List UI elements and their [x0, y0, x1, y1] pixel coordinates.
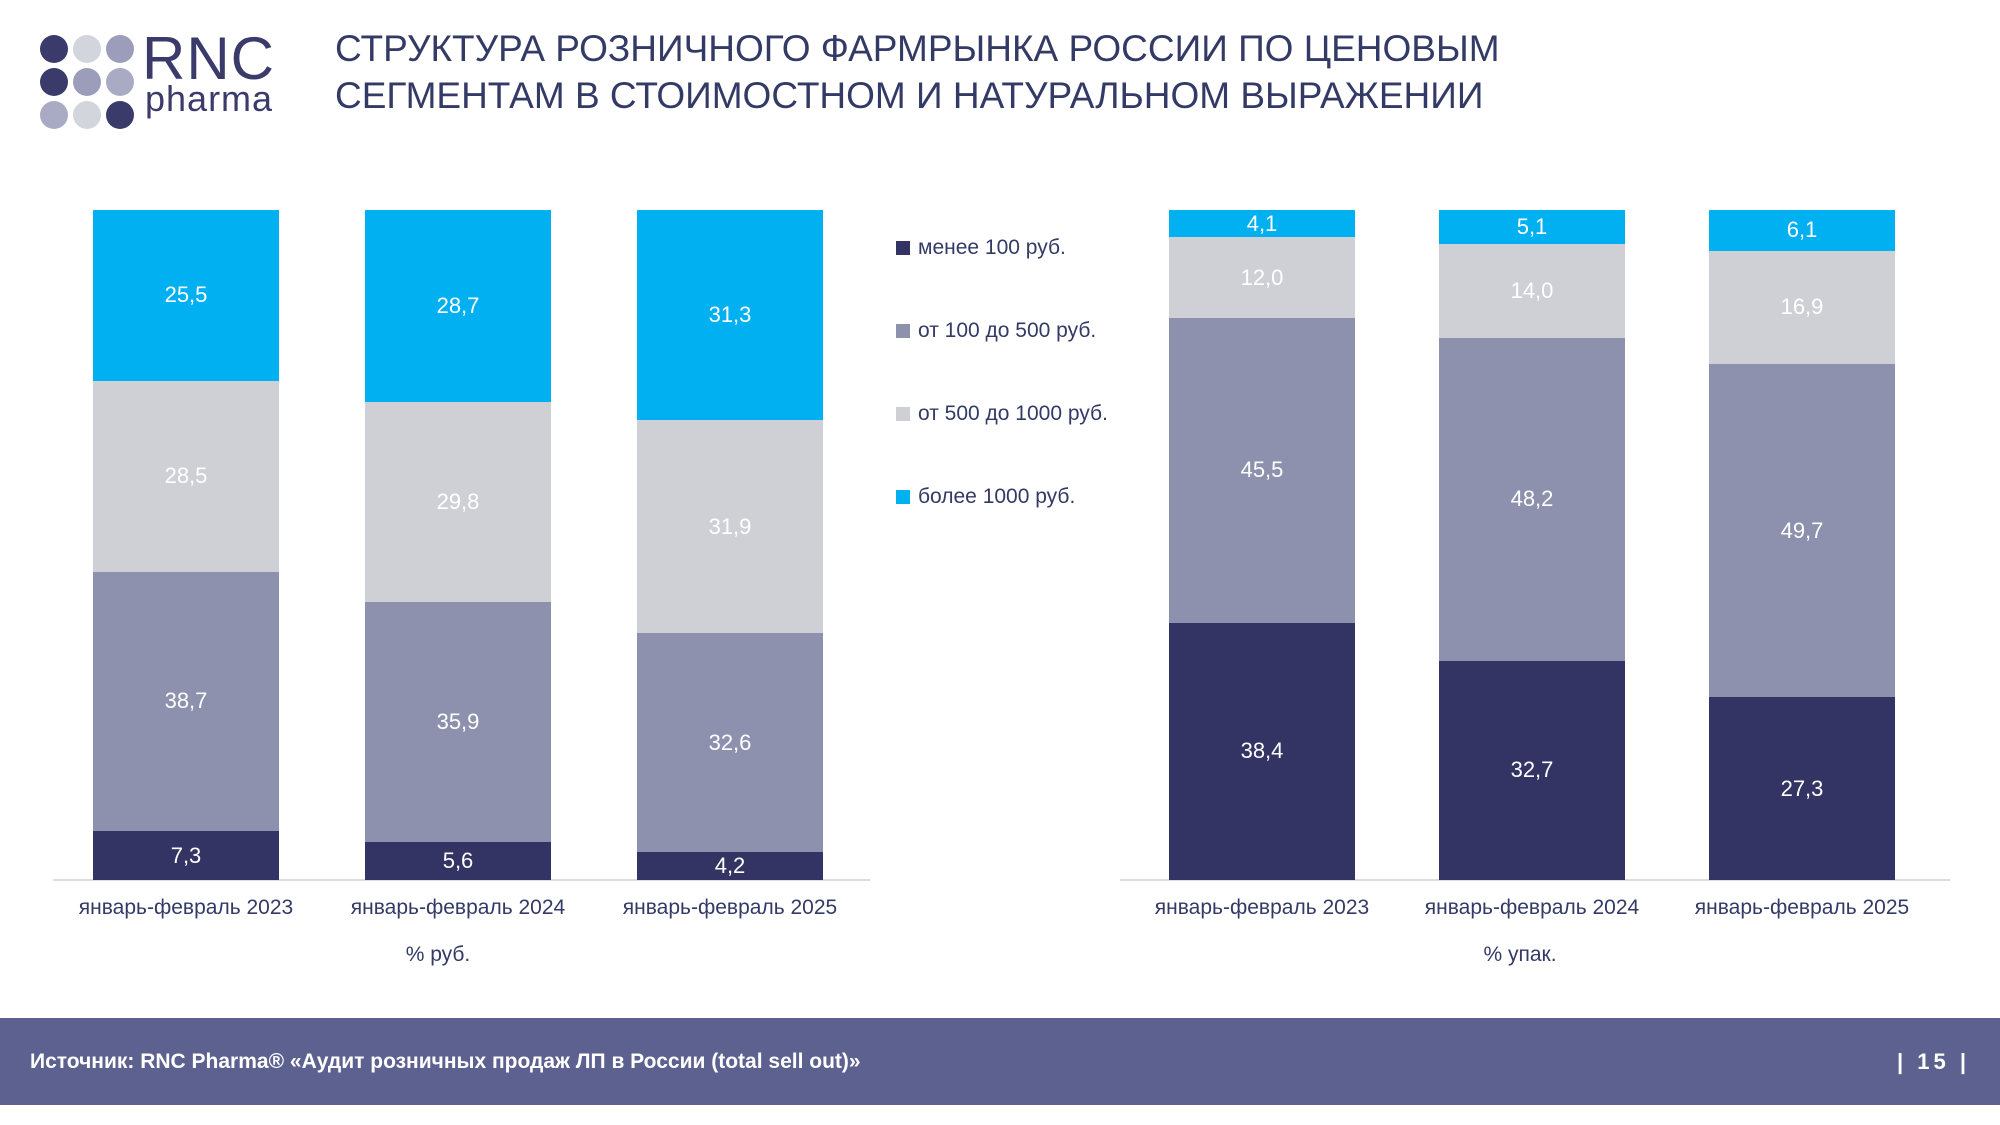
bar-value-label: 12,0 [1240, 264, 1284, 290]
footer-bar: Источник: RNC Pharma® «Аудит розничных п… [0, 1018, 2000, 1105]
logo-sub-brand: pharma [145, 78, 274, 119]
rnc-pharma-logo: RNC pharma [40, 25, 275, 129]
x-axis-label: январь-февраль 2023 [78, 896, 294, 919]
bar-segment: 49,7 [1709, 364, 1895, 698]
legend-item-1: менее 100 руб. [896, 236, 1108, 259]
legend-label: более 1000 руб. [918, 485, 1076, 508]
legend-item-2: от 100 до 500 руб. [896, 319, 1108, 342]
x-axis-label: январь-февраль 2024 [350, 896, 566, 919]
bar-segment: 12,0 [1169, 237, 1355, 318]
bar-segment: 32,6 [637, 633, 823, 852]
bar-segment: 28,7 [365, 210, 551, 403]
bar-segment: 28,5 [93, 380, 279, 572]
bar-value-label: 35,9 [436, 709, 480, 735]
bar-segment: 7,3 [93, 831, 279, 880]
logo-dot [73, 35, 101, 63]
bar-segment: 14,0 [1439, 244, 1625, 338]
bar-segment: 32,7 [1439, 660, 1625, 880]
bar-segment: 27,3 [1709, 697, 1895, 880]
page-title: СТРУКТУРА РОЗНИЧНОГО ФАРМРЫНКА РОССИИ ПО… [335, 25, 1735, 119]
bar-segment: 48,2 [1439, 337, 1625, 661]
bar-value-label: 6,1 [1786, 217, 1818, 243]
logo-dot [73, 68, 101, 96]
x-axis-label: январь-февраль 2023 [1154, 896, 1370, 919]
logo-dot [73, 101, 101, 129]
bar-value-label: 5,1 [1516, 214, 1548, 240]
logo-dot [40, 35, 68, 63]
bar-segment: 35,9 [365, 601, 551, 843]
x-axis-label: январь-февраль 2025 [1694, 896, 1910, 919]
bar-segment: 29,8 [365, 402, 551, 602]
bar-value-label: 32,7 [1510, 757, 1554, 783]
bar-value-label: 32,6 [708, 729, 752, 755]
logo-dot [40, 101, 68, 129]
logo-dot [106, 101, 134, 129]
bar-segment: 4,2 [637, 851, 823, 880]
bar-value-label: 31,9 [708, 513, 752, 539]
bar-value-label: 4,1 [1246, 210, 1278, 236]
bar-value-label: 4,2 [714, 852, 746, 878]
bar-value-label: 5,6 [442, 848, 474, 874]
legend-label: от 500 до 1000 руб. [918, 402, 1108, 425]
bar-value-label: 45,5 [1240, 457, 1284, 483]
bar-segment: 4,1 [1169, 210, 1355, 238]
x-axis-label: январь-февраль 2025 [622, 896, 838, 919]
axis-unit-label-upak: % упак. [1483, 943, 1557, 966]
bar-value-label: 25,5 [164, 282, 208, 308]
bar-segment: 45,5 [1169, 317, 1355, 623]
bar-value-label: 27,3 [1780, 775, 1824, 801]
legend-color-swatch [896, 241, 910, 255]
bar-value-label: 7,3 [170, 842, 202, 868]
legend-color-swatch [896, 407, 910, 421]
bar-value-label: 28,5 [164, 463, 208, 489]
bar-value-label: 38,7 [164, 688, 208, 714]
x-axis-line [53, 879, 870, 881]
bar-value-label: 48,2 [1510, 486, 1554, 512]
bar-value-label: 38,4 [1240, 738, 1284, 764]
bar-value-label: 29,8 [436, 489, 480, 515]
legend-item-4: более 1000 руб. [896, 485, 1108, 508]
legend-item-3: от 500 до 1000 руб. [896, 402, 1108, 425]
logo-brand: RNC [142, 25, 275, 92]
page-number: | 15 | [1896, 1048, 1970, 1074]
bar-value-label: 14,0 [1510, 278, 1554, 304]
logo-dot [40, 68, 68, 96]
bar-segment: 38,7 [93, 571, 279, 832]
page-title-line2: СЕГМЕНТАМ В СТОИМОСТНОМ И НАТУРАЛЬНОМ ВЫ… [335, 75, 1484, 116]
logo-dot [106, 35, 134, 63]
bar-segment: 31,3 [637, 210, 823, 420]
bar-segment: 6,1 [1709, 210, 1895, 251]
bar-value-label: 31,3 [708, 301, 752, 327]
legend-color-swatch [896, 490, 910, 504]
axis-unit-label-rub: % руб. [405, 943, 471, 966]
bar-segment: 5,1 [1439, 210, 1625, 245]
bar-segment: 16,9 [1709, 250, 1895, 365]
logo-dot-grid [40, 35, 134, 129]
chart-legend: менее 100 руб. от 100 до 500 руб. от 500 д… [896, 236, 1108, 570]
page-title-line1: СТРУКТУРА РОЗНИЧНОГО ФАРМРЫНКА РОССИИ ПО… [335, 28, 1500, 69]
bar-segment: 31,9 [637, 419, 823, 634]
legend-color-swatch [896, 324, 910, 338]
x-axis-line [1120, 879, 1950, 881]
bar-value-label: 16,9 [1780, 294, 1824, 320]
legend-label: от 100 до 500 руб. [918, 319, 1097, 342]
bar-value-label: 28,7 [436, 293, 480, 319]
logo-dot [106, 68, 134, 96]
legend-label: менее 100 руб. [918, 236, 1066, 259]
bar-segment: 5,6 [365, 842, 551, 880]
x-axis-label: январь-февраль 2024 [1424, 896, 1640, 919]
bar-value-label: 49,7 [1780, 517, 1824, 543]
bar-segment: 38,4 [1169, 622, 1355, 880]
bar-segment: 25,5 [93, 210, 279, 381]
footer-source-text: Источник: RNC Pharma® «Аудит розничных п… [30, 1049, 861, 1073]
logo-text: RNC pharma [142, 25, 275, 119]
